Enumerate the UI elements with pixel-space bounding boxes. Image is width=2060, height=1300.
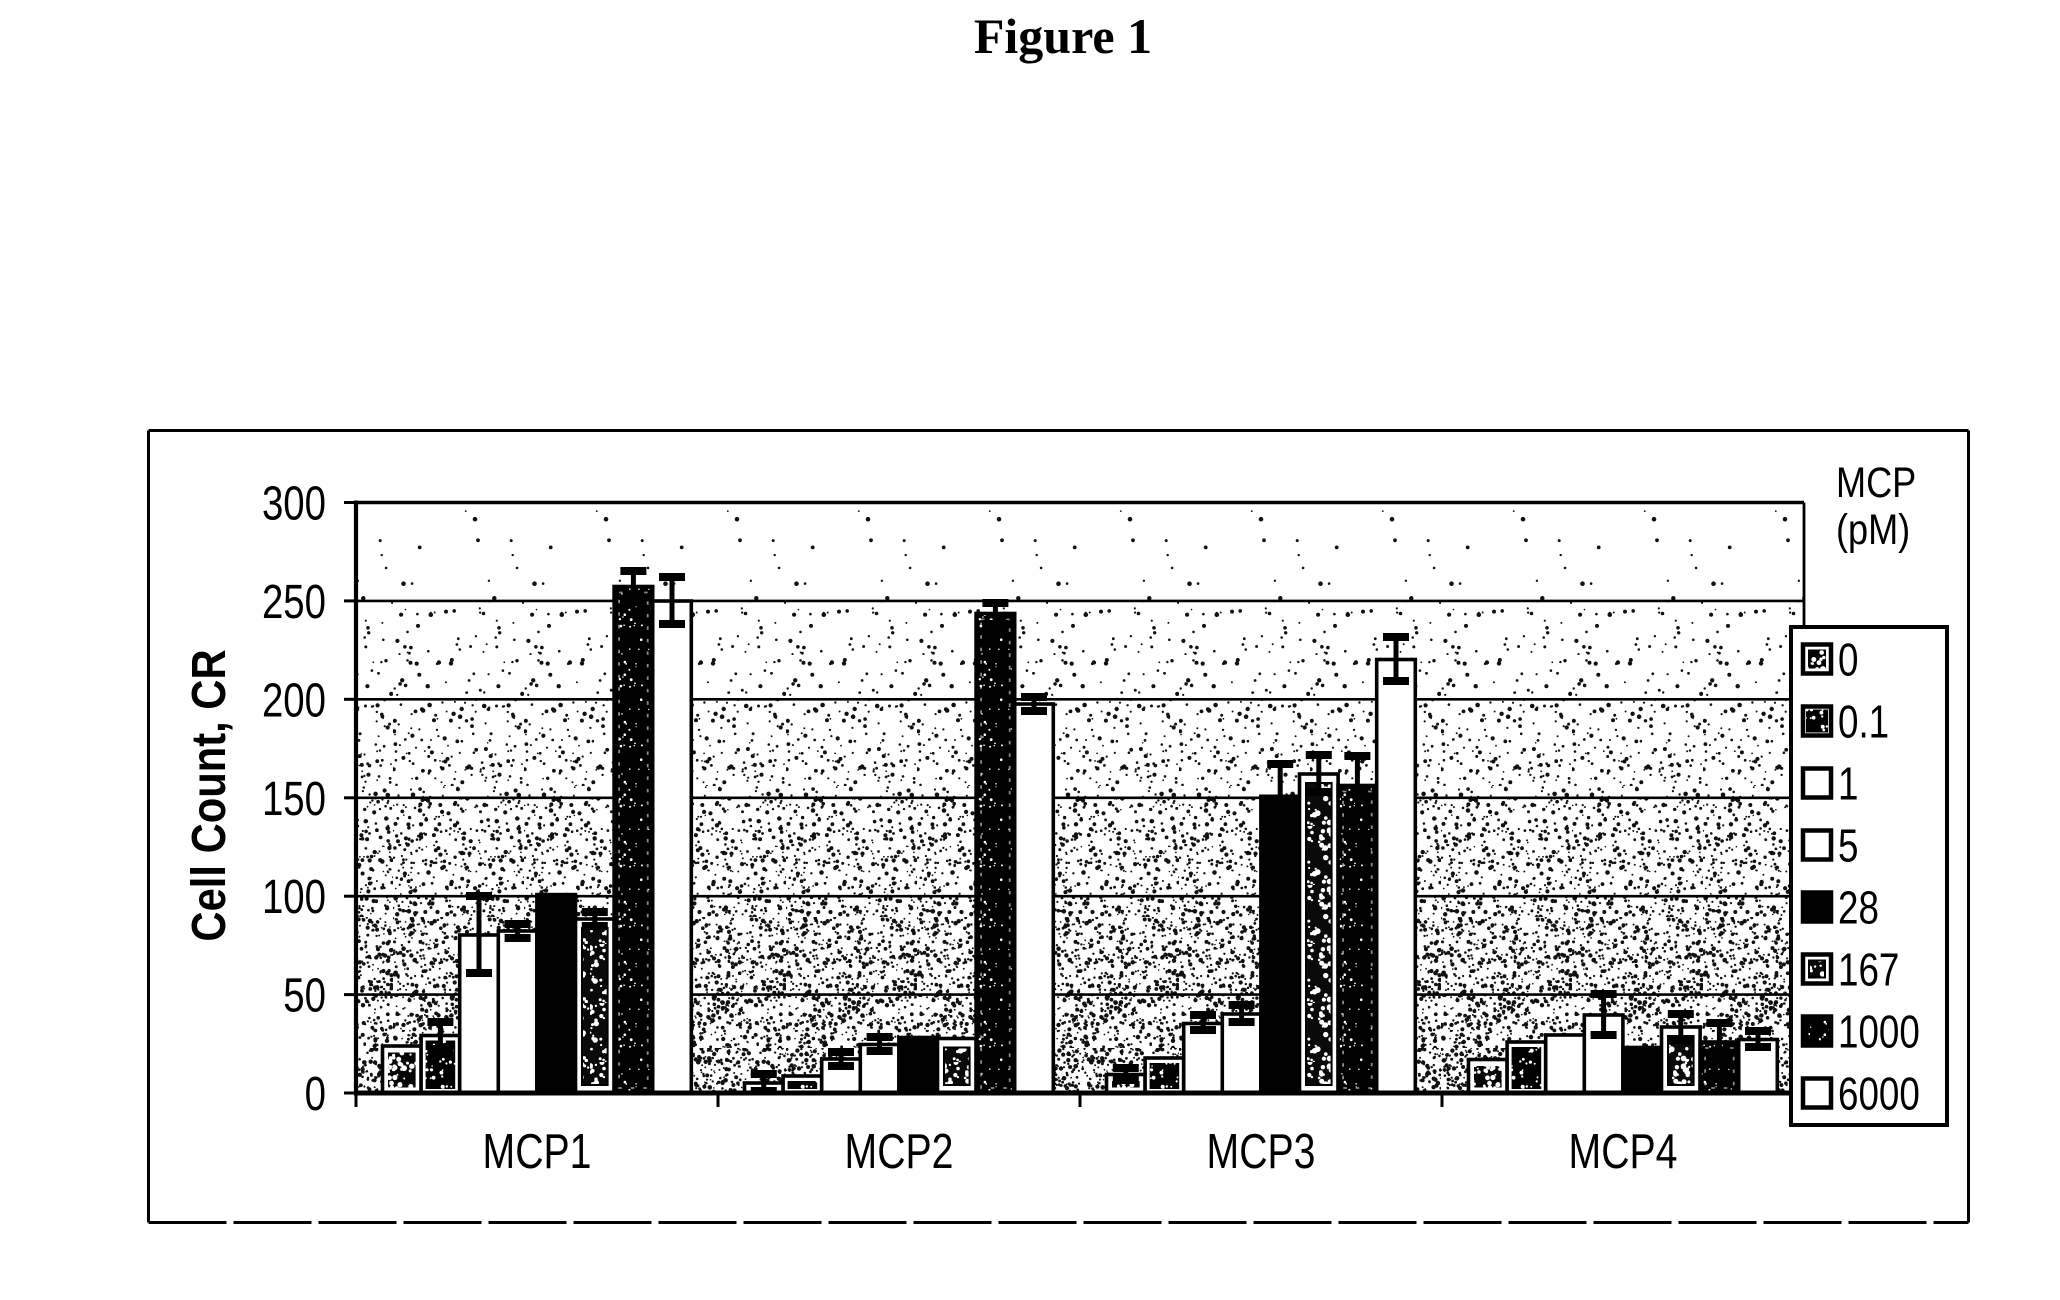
svg-text:Cell Count, CR: Cell Count, CR [181,649,235,941]
svg-text:0: 0 [305,1068,326,1121]
svg-text:250: 250 [262,576,326,629]
svg-text:200: 200 [262,674,326,727]
svg-text:28: 28 [1838,882,1879,934]
svg-text:MCP2: MCP2 [845,1125,954,1179]
svg-text:MCP4: MCP4 [1569,1125,1678,1179]
svg-text:MCP1: MCP1 [483,1125,592,1179]
svg-text:5: 5 [1838,820,1858,872]
svg-text:100: 100 [262,871,326,924]
svg-text:MCP: MCP [1836,459,1916,507]
svg-text:1000: 1000 [1838,1006,1920,1058]
svg-text:1: 1 [1838,758,1858,810]
svg-text:(pM): (pM) [1836,506,1910,554]
svg-text:0.1: 0.1 [1838,696,1889,748]
svg-text:0: 0 [1838,634,1858,686]
svg-text:Figure 1: Figure 1 [974,8,1152,64]
svg-text:150: 150 [262,773,326,826]
svg-text:167: 167 [1838,944,1899,996]
svg-text:50: 50 [283,970,326,1023]
svg-text:MCP3: MCP3 [1207,1125,1316,1179]
svg-text:6000: 6000 [1838,1068,1920,1120]
svg-text:300: 300 [262,478,326,531]
